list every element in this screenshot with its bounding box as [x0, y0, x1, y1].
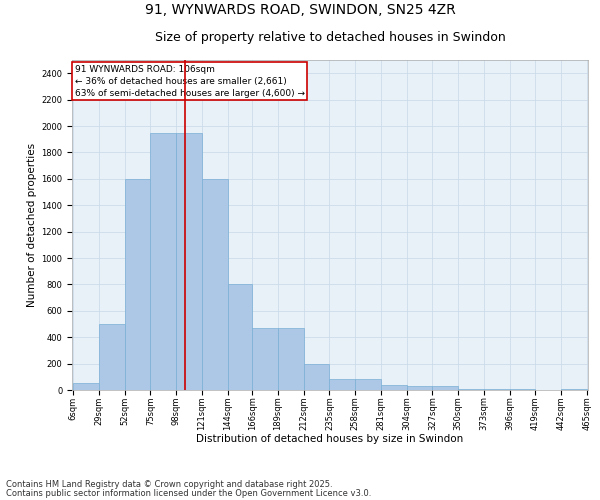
- Bar: [355, 380, 381, 390]
- Text: Contains HM Land Registry data © Crown copyright and database right 2025.: Contains HM Land Registry data © Crown c…: [6, 480, 332, 489]
- Bar: [125, 179, 151, 390]
- Text: Contains public sector information licensed under the Open Government Licence v3: Contains public sector information licen…: [6, 490, 371, 498]
- Bar: [202, 179, 227, 390]
- Text: 91, WYNWARDS ROAD, SWINDON, SN25 4ZR: 91, WYNWARDS ROAD, SWINDON, SN25 4ZR: [145, 2, 455, 16]
- Bar: [407, 386, 433, 390]
- Bar: [304, 364, 329, 390]
- Bar: [381, 386, 407, 390]
- Bar: [176, 132, 202, 390]
- Bar: [227, 284, 252, 390]
- Bar: [73, 384, 99, 390]
- Y-axis label: Number of detached properties: Number of detached properties: [27, 143, 37, 307]
- Bar: [252, 328, 278, 390]
- Bar: [99, 324, 125, 390]
- Text: 91 WYNWARDS ROAD: 106sqm
← 36% of detached houses are smaller (2,661)
63% of sem: 91 WYNWARDS ROAD: 106sqm ← 36% of detach…: [74, 65, 305, 98]
- Bar: [433, 386, 458, 390]
- X-axis label: Distribution of detached houses by size in Swindon: Distribution of detached houses by size …: [196, 434, 464, 444]
- Bar: [151, 132, 176, 390]
- Title: Size of property relative to detached houses in Swindon: Size of property relative to detached ho…: [155, 30, 505, 44]
- Bar: [278, 328, 304, 390]
- Bar: [329, 380, 355, 390]
